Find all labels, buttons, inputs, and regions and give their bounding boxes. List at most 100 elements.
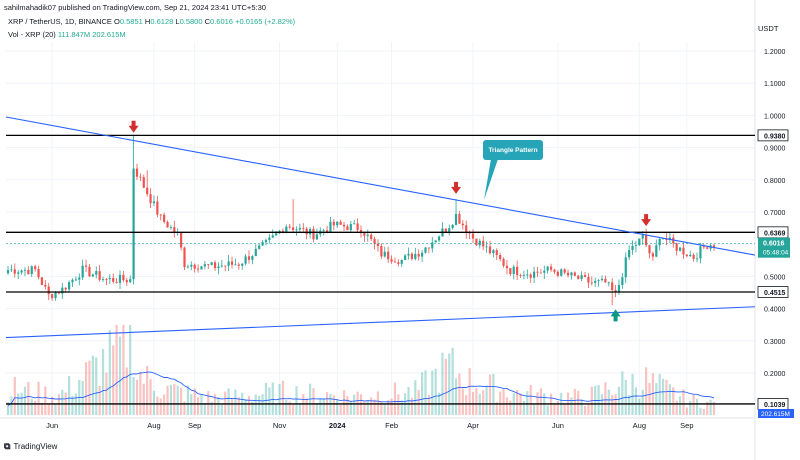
candle-body bbox=[57, 292, 61, 294]
volume-bar bbox=[152, 390, 156, 415]
ohlc-close-label: C bbox=[204, 17, 211, 26]
candle-body bbox=[448, 228, 451, 232]
ohlc-low-label: L bbox=[175, 17, 180, 26]
candle-body bbox=[641, 235, 644, 239]
volume-bar bbox=[529, 384, 532, 415]
volume-bar bbox=[135, 379, 139, 415]
price-tick-label: 0.2000 bbox=[764, 371, 786, 378]
candles[interactable] bbox=[6, 134, 716, 306]
volume-bar bbox=[685, 407, 688, 415]
candle-body bbox=[702, 246, 705, 248]
volume-bar bbox=[434, 368, 437, 415]
volume-bar bbox=[40, 402, 44, 415]
level-price-text: 0.9380 bbox=[764, 133, 786, 140]
candle-body bbox=[556, 271, 559, 276]
candle-body bbox=[325, 230, 329, 233]
volume-indicator-label[interactable]: Vol - XRP (20) bbox=[8, 30, 56, 39]
candle-body bbox=[516, 266, 519, 276]
volume-bar bbox=[95, 357, 98, 415]
candle-body bbox=[407, 253, 410, 256]
candle-body bbox=[475, 238, 478, 246]
volume-bar bbox=[44, 386, 47, 415]
volume-bar bbox=[587, 404, 590, 415]
volume-bar bbox=[617, 386, 621, 415]
volume-bar bbox=[393, 382, 397, 415]
candle-body bbox=[692, 254, 695, 259]
trendlines[interactable] bbox=[5, 116, 756, 339]
symbol-name[interactable]: XRP / TetherUS, 1D, BINANCE bbox=[8, 17, 112, 26]
volume-bar bbox=[451, 347, 454, 415]
price-tick-label: 0.7000 bbox=[764, 210, 786, 217]
grid bbox=[0, 0, 756, 460]
time-tick-label: 2024 bbox=[329, 421, 347, 430]
volume-bar bbox=[13, 377, 16, 415]
candle-body bbox=[519, 275, 522, 276]
price-axis[interactable]: 1.2000 1.1000 1.0000 0.9000 0.8000 0.7000 0.60… bbox=[6, 49, 794, 418]
candle-body bbox=[600, 278, 604, 281]
volume-bar bbox=[573, 389, 576, 415]
tradingview-logo[interactable]: ⧉ TradingView bbox=[4, 441, 57, 452]
candle-body bbox=[217, 266, 220, 269]
candle-body bbox=[553, 269, 556, 272]
volume-bar bbox=[37, 381, 40, 415]
candle-body bbox=[414, 253, 417, 259]
volume-bar bbox=[105, 372, 108, 415]
volume-bar bbox=[183, 401, 186, 415]
volume-bar bbox=[607, 389, 610, 415]
candle-body bbox=[628, 250, 631, 258]
candle-body bbox=[488, 246, 492, 254]
volume-bar bbox=[132, 376, 135, 415]
tradingview-brand: TradingView bbox=[13, 442, 58, 451]
candle-body bbox=[682, 247, 685, 255]
volume-bar bbox=[203, 402, 206, 415]
volume-bar bbox=[30, 398, 33, 415]
volume-bar bbox=[129, 325, 132, 415]
volume-bar bbox=[67, 376, 71, 415]
candle-body bbox=[502, 258, 505, 266]
candle-body bbox=[64, 287, 67, 290]
candle-body bbox=[40, 277, 44, 285]
volume-info-line: Vol - XRP (20) 111.847M 202.615M bbox=[8, 30, 126, 39]
volume-bar bbox=[349, 400, 352, 415]
volume-bar bbox=[583, 405, 587, 415]
volume-bar bbox=[417, 389, 420, 415]
candle-body bbox=[115, 281, 118, 283]
volume-bar bbox=[400, 400, 403, 415]
volume-bar bbox=[146, 365, 149, 415]
volume-bar bbox=[149, 379, 152, 415]
candle-body bbox=[634, 245, 638, 247]
candle-body bbox=[410, 253, 414, 259]
time-axis[interactable]: Jun Aug Sep Nov 2024 Feb Apr Jun Aug Sep bbox=[46, 421, 693, 430]
volume-bar bbox=[655, 383, 658, 415]
volume-bar bbox=[142, 383, 145, 415]
volume-bar bbox=[668, 384, 671, 415]
volume-bar bbox=[658, 374, 661, 415]
volume-bar bbox=[383, 404, 386, 415]
volume-bar bbox=[709, 399, 712, 415]
candle-body bbox=[101, 279, 105, 280]
candle-body bbox=[420, 252, 424, 257]
volume-bar bbox=[339, 404, 342, 415]
candle-body bbox=[54, 292, 57, 299]
candle-body bbox=[112, 277, 115, 282]
volume-bar bbox=[465, 395, 468, 415]
volume-bar bbox=[645, 367, 648, 415]
down-arrow-icon bbox=[128, 125, 139, 133]
price-tick-label: 0.4000 bbox=[764, 307, 786, 314]
countdown-text: 05:48:04 bbox=[763, 250, 789, 257]
time-tick-label: Apr bbox=[467, 421, 479, 430]
candle-body bbox=[220, 265, 223, 267]
volume-bar bbox=[563, 404, 566, 415]
volume-bar bbox=[61, 390, 64, 415]
candle-body bbox=[315, 234, 318, 240]
candle-body bbox=[329, 221, 332, 233]
trendline bbox=[5, 306, 756, 339]
candle-body bbox=[695, 258, 699, 260]
candle-body bbox=[339, 221, 342, 225]
arrow-markers bbox=[128, 120, 652, 322]
candle-body bbox=[604, 278, 607, 283]
currency-label[interactable]: USDT bbox=[758, 24, 779, 33]
volume-bar bbox=[312, 388, 315, 415]
triangle-pattern-callout[interactable]: Triangle Pattern bbox=[483, 140, 543, 160]
